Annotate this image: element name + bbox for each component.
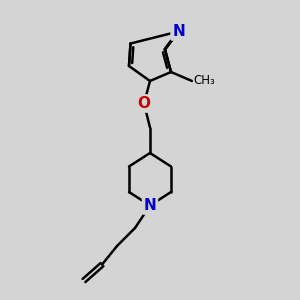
Text: N: N [144,198,156,213]
Text: O: O [137,96,151,111]
Text: N: N [172,24,185,39]
Text: CH₃: CH₃ [194,74,215,88]
